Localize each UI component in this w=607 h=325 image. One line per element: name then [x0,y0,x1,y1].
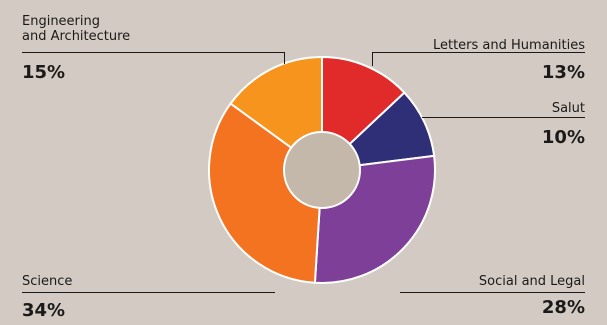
label-social: Social and Legal [478,274,585,289]
pct-letters: 13% [541,62,585,83]
label-engineering-line1: Engineering [22,14,100,29]
leader-science [22,292,275,293]
donut-hole [283,131,361,209]
leader-engineering-drop [284,52,285,64]
leader-engineering [22,52,284,53]
leader-salut [422,117,585,118]
pct-salut: 10% [541,127,585,148]
pct-science: 34% [22,300,66,321]
leader-letters-drop [372,52,373,66]
leader-social [400,292,585,293]
leader-letters [372,52,585,53]
slice-science [208,102,324,284]
label-engineering: Engineering and Architecture [22,14,130,44]
label-science: Science [22,274,73,289]
pct-engineering: 15% [22,62,66,83]
label-letters: Letters and Humanities [432,38,585,53]
label-engineering-line2: and Architecture [22,29,131,44]
label-salut: Salut [551,101,585,116]
pct-social: 28% [541,297,585,318]
